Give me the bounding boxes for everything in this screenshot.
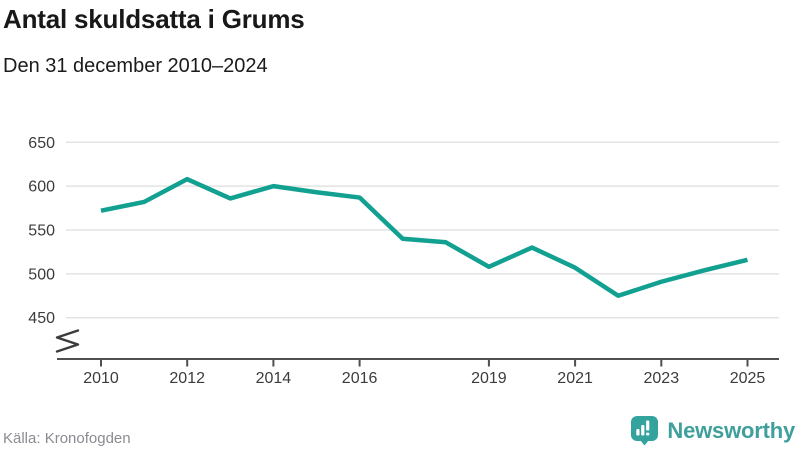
x-tick-label: 2016 [342,370,378,387]
y-tick-label: 650 [28,135,55,152]
source-label: Källa: Kronofogden [3,430,131,447]
x-tick-label: 2021 [557,370,593,387]
newsworthy-icon [631,416,659,446]
y-tick-label: 600 [28,179,55,196]
chart-title: Antal skuldsatta i Grums [3,4,305,34]
x-tick-label: 2023 [644,370,680,387]
x-tick-label: 2012 [169,370,205,387]
data-line [100,176,749,299]
y-tick-label: 550 [28,223,55,240]
y-tick-label: 500 [28,266,55,283]
y-tick-label: 450 [28,310,55,327]
x-tick-label: 2025 [730,370,766,387]
newsworthy-logo[interactable]: Newsworthy [630,415,795,446]
axis-break-icon [55,329,80,353]
x-tick-label: 2014 [256,370,292,387]
newsworthy-wordmark: Newsworthy [667,417,795,443]
x-tick-label: 2010 [83,370,119,387]
chart-subtitle: Den 31 december 2010–2024 [3,55,268,77]
x-tick-label: 2019 [471,370,507,387]
